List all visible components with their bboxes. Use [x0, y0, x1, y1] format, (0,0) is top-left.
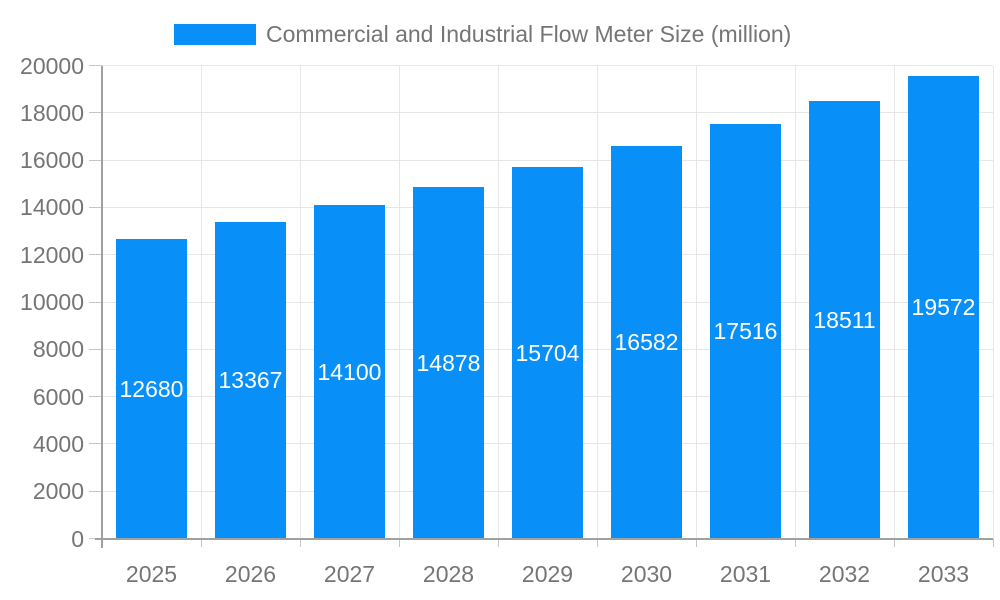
v-gridline: [992, 65, 994, 539]
y-axis-tick-label: 14000: [20, 194, 84, 221]
bar-value-label: 12680: [119, 375, 184, 402]
bar: [413, 186, 484, 539]
y-axis-tick-label: 16000: [20, 147, 84, 174]
y-axis-tick-label: 0: [71, 525, 84, 552]
y-axis-line: [101, 65, 103, 548]
x-axis-tick-label: 2033: [917, 561, 970, 587]
y-axis-tick-label: 20000: [20, 52, 84, 79]
x-axis-tick-label: 2026: [224, 561, 277, 587]
bar: [908, 75, 979, 539]
x-axis-tick-label: 2031: [719, 561, 772, 587]
bar-value-label: 17516: [713, 318, 778, 345]
bar: [710, 124, 781, 539]
legend-label: Commercial and Industrial Flow Meter Siz…: [266, 20, 792, 47]
bar-value-label: 14878: [416, 349, 481, 376]
legend: Commercial and Industrial Flow Meter Siz…: [174, 20, 791, 48]
x-axis-tick: [893, 538, 895, 547]
h-gridline: [102, 159, 993, 161]
legend-swatch: [174, 23, 256, 45]
x-axis-tick-label: 2029: [521, 561, 574, 587]
x-axis-tick-label: 2028: [422, 561, 475, 587]
x-axis-line: [95, 537, 993, 540]
bar: [314, 205, 385, 539]
y-axis-tick: [89, 396, 102, 398]
h-gridline: [102, 65, 993, 66]
x-axis-tick: [299, 538, 301, 547]
y-axis-tick-label: 12000: [20, 241, 84, 268]
y-axis-tick: [89, 348, 102, 350]
bar: [611, 146, 682, 539]
y-axis-tick-label: 2000: [32, 478, 84, 505]
bar: [809, 100, 880, 539]
x-axis-tick-label: 2025: [125, 561, 178, 587]
x-axis-tick: [794, 538, 796, 547]
bar-value-label: 16582: [614, 329, 679, 356]
y-axis-tick-label: 18000: [20, 99, 84, 126]
x-axis-tick: [200, 538, 202, 547]
x-axis-tick: [398, 538, 400, 547]
x-axis-tick: [497, 538, 499, 547]
v-gridline: [398, 65, 400, 539]
v-gridline: [497, 65, 499, 539]
bar-value-label: 14100: [317, 358, 382, 385]
bar-value-label: 18511: [813, 306, 876, 333]
x-axis-tick-label: 2032: [818, 561, 871, 587]
y-axis-tick: [89, 112, 102, 114]
h-gridline: [102, 112, 993, 114]
x-axis-tick: [695, 538, 697, 547]
v-gridline: [794, 65, 796, 539]
y-axis-tick-label: 6000: [32, 383, 84, 410]
y-axis-tick-label: 10000: [20, 289, 84, 315]
y-axis-tick: [89, 254, 102, 256]
x-axis-tick: [992, 538, 994, 547]
x-axis-tick: [596, 538, 598, 547]
bar: [512, 167, 583, 539]
y-axis-tick: [89, 443, 102, 445]
bar-value-label: 15704: [515, 339, 580, 366]
y-axis-tick: [89, 301, 102, 303]
y-axis-tick-label: 8000: [32, 336, 84, 363]
x-axis-tick-label: 2030: [620, 561, 673, 587]
v-gridline: [596, 65, 598, 539]
bar: [116, 238, 187, 539]
v-gridline: [695, 65, 697, 539]
y-axis-tick: [89, 65, 102, 66]
bar-value-label: 13367: [218, 367, 283, 394]
v-gridline: [200, 65, 202, 539]
y-axis-tick: [89, 490, 102, 492]
v-gridline: [299, 65, 301, 539]
x-axis-tick-label: 2027: [323, 561, 376, 587]
y-axis-tick: [89, 206, 102, 208]
y-axis-tick: [89, 159, 102, 161]
y-axis-tick-label: 4000: [32, 430, 84, 457]
bar-value-label: 19572: [911, 294, 976, 321]
v-gridline: [893, 65, 895, 539]
bar: [215, 222, 286, 539]
